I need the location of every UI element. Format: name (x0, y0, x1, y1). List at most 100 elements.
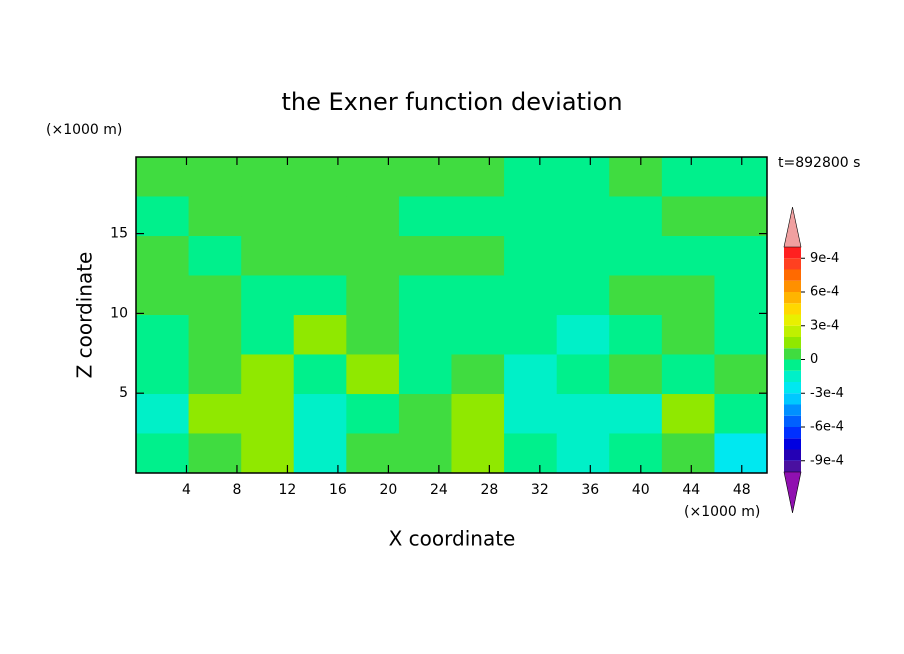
field-cell (293, 196, 347, 237)
x-tick-label: 36 (581, 482, 599, 498)
field-cell (346, 275, 400, 316)
field-cell (504, 354, 558, 395)
x-tick-label: 28 (480, 482, 498, 498)
field-cell (241, 394, 295, 435)
field-cell (188, 196, 242, 237)
x-tick-label: 4 (182, 482, 191, 498)
field-cell (241, 354, 295, 395)
field-cell (188, 433, 242, 474)
y-unit: (×1000 m) (46, 122, 122, 138)
colorbar-box (784, 449, 801, 461)
field (135, 157, 768, 474)
x-unit: (×1000 m) (684, 504, 760, 520)
colorbar-label: 0 (810, 352, 818, 367)
field-cell (714, 196, 768, 237)
colorbar-box (784, 427, 801, 439)
colorbar-box (784, 337, 801, 349)
y-tick-label: 15 (110, 226, 128, 242)
field-cell (556, 394, 610, 435)
field-cell (188, 275, 242, 316)
x-tick-label: 12 (279, 482, 297, 498)
field-cell (293, 354, 347, 395)
field-cell (609, 196, 663, 237)
field-cell (346, 433, 400, 474)
colorbar-box (784, 370, 801, 382)
field-cell (135, 236, 190, 277)
field-cell (451, 433, 505, 474)
field-cell (661, 354, 715, 395)
x-tick-label: 48 (733, 482, 751, 498)
colorbar-box (784, 404, 801, 416)
field-cell (504, 433, 558, 474)
colorbar-label: -9e-4 (810, 453, 844, 468)
field-cell (451, 275, 505, 316)
field-cell (556, 157, 610, 198)
field-cell (241, 157, 295, 198)
field-cell (135, 433, 190, 474)
field-cell (661, 196, 715, 237)
colorbar-box (784, 393, 801, 405)
field-cell (609, 433, 663, 474)
field-cell (241, 196, 295, 237)
colorbar-box (784, 460, 801, 472)
colorbar-over (783, 206, 802, 248)
field-cell (661, 394, 715, 435)
colorbar-label: -3e-4 (810, 386, 844, 401)
field-cell (398, 157, 453, 198)
y-tick-label: 5 (119, 385, 128, 401)
field-cell (504, 315, 558, 356)
field-cell (714, 275, 768, 316)
field-cell (346, 394, 400, 435)
field-cell (714, 354, 768, 395)
field-cell (346, 354, 400, 395)
annotation: t=892800 s (778, 155, 860, 171)
field-cell (346, 157, 400, 198)
field-cell (293, 433, 347, 474)
field-cell (293, 236, 347, 277)
field-cell (714, 394, 768, 435)
colorbar-box (784, 303, 801, 315)
field-cell (451, 354, 505, 395)
field-cell (188, 157, 242, 198)
colorbar-box (784, 348, 801, 360)
colorbar-label: 6e-4 (810, 285, 839, 300)
y-tick-label: 10 (110, 305, 128, 321)
field-cell (556, 315, 610, 356)
field-cell (556, 433, 610, 474)
x-tick-label: 44 (682, 482, 700, 498)
colorbar-label: 3e-4 (810, 318, 839, 333)
field-cell (661, 275, 715, 316)
field-cell (135, 315, 190, 356)
field-cell (556, 354, 610, 395)
colorbar-label: 9e-4 (810, 251, 839, 266)
field-cell (346, 315, 400, 356)
field-cell (504, 196, 558, 237)
field-cell (293, 275, 347, 316)
field-cell (451, 236, 505, 277)
field-cell (609, 315, 663, 356)
colorbar-box (784, 382, 801, 394)
field-cell (504, 394, 558, 435)
field-cell (346, 196, 400, 237)
field-cell (293, 157, 347, 198)
field-cell (398, 196, 453, 237)
colorbar-box (784, 292, 801, 304)
colorbar-box (784, 258, 801, 270)
colorbar-box (784, 314, 801, 326)
field-cell (451, 315, 505, 356)
field-cell (188, 354, 242, 395)
field-cell (135, 275, 190, 316)
field-cell (661, 157, 715, 198)
field-cell (714, 157, 768, 198)
plot-frame (135, 156, 768, 474)
field-cell (609, 394, 663, 435)
field-cell (398, 236, 453, 277)
colorbar-box (784, 415, 801, 427)
field-cell (609, 275, 663, 316)
field-cell (135, 394, 190, 435)
field-cell (346, 236, 400, 277)
field-cell (451, 394, 505, 435)
colorbar-box (784, 269, 801, 281)
colorbar-box (784, 438, 801, 450)
